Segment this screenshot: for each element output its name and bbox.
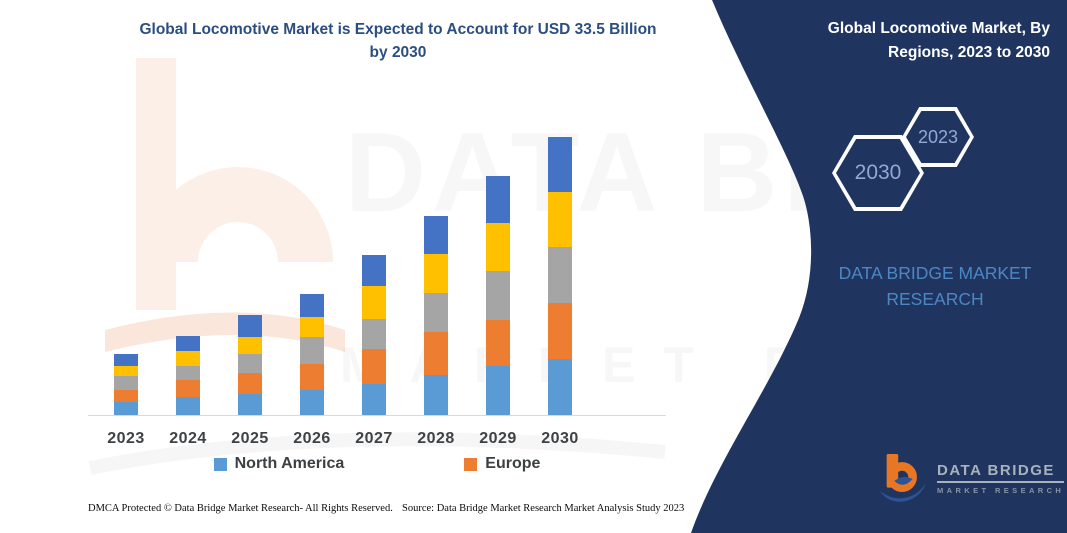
segment-north-america	[548, 358, 572, 415]
plot-area: 2023 2024 2025 2026 2027 2028 2029 2030	[88, 100, 666, 448]
hexagon-badge-2023-label: 2023	[906, 111, 970, 163]
x-axis-label-2029: 2029	[479, 430, 517, 447]
watermark-b-stem	[136, 58, 176, 310]
chart-title-line2: by 2030	[369, 44, 427, 62]
segment-north-america	[238, 394, 262, 415]
segment-unlabeled-gray-	[300, 337, 324, 365]
segment-unlabeled-gray-	[176, 366, 200, 381]
stacked-bar-2028	[424, 215, 448, 415]
x-axis-label-2023: 2023	[107, 430, 145, 447]
segment-unlabeled-yellow-	[424, 254, 448, 294]
legend-label: North America	[234, 455, 345, 472]
segment-unlabeled-dark-blue-	[114, 353, 138, 367]
bar-column-2023: 2023	[95, 100, 157, 448]
segment-unlabeled-yellow-	[362, 286, 386, 319]
x-axis-line	[88, 415, 666, 416]
stacked-bar-2030	[548, 137, 572, 415]
hexagon-badge-2030-label: 2030	[836, 139, 920, 207]
segment-unlabeled-gray-	[424, 293, 448, 333]
x-axis-label-2025: 2025	[231, 430, 269, 447]
stacked-bar-2023	[114, 353, 138, 415]
watermark-b-bowl	[143, 167, 333, 262]
chart-legend: North America Europe	[88, 455, 666, 473]
segment-unlabeled-gray-	[238, 354, 262, 373]
segment-europe	[114, 390, 138, 402]
bar-column-2030: 2030	[529, 100, 591, 448]
stacked-bar-2025	[238, 314, 262, 415]
bar-column-2024: 2024	[157, 100, 219, 448]
segment-north-america	[362, 383, 386, 415]
segment-unlabeled-dark-blue-	[486, 175, 510, 224]
segment-unlabeled-gray-	[486, 270, 510, 320]
footer-source-text: Source: Data Bridge Market Research Mark…	[402, 503, 685, 514]
company-logo: DATA BRIDGE MARKET RESEARCH	[878, 452, 1065, 504]
segment-unlabeled-dark-blue-	[238, 314, 262, 338]
segment-north-america	[424, 375, 448, 415]
segment-unlabeled-dark-blue-	[548, 137, 572, 192]
segment-unlabeled-yellow-	[238, 337, 262, 355]
logo-wordmark: DATA BRIDGE MARKET RESEARCH	[937, 462, 1065, 495]
segment-unlabeled-dark-blue-	[424, 215, 448, 255]
segment-unlabeled-dark-blue-	[176, 336, 200, 352]
segment-north-america	[176, 396, 200, 415]
stacked-bar-2027	[362, 254, 386, 415]
logo-tagline: MARKET RESEARCH	[937, 485, 1065, 495]
brand-watermark-text: DATA BRIDGE MARKET RESEARCH	[838, 263, 1032, 310]
segment-unlabeled-gray-	[362, 318, 386, 349]
segment-unlabeled-yellow-	[300, 317, 324, 338]
segment-unlabeled-dark-blue-	[362, 254, 386, 287]
segment-unlabeled-gray-	[548, 246, 572, 304]
footer-dmca-text: DMCA Protected © Data Bridge Market Rese…	[88, 503, 393, 514]
segment-europe	[176, 380, 200, 397]
bar-column-2028: 2028	[405, 100, 467, 448]
legend-swatch	[213, 457, 227, 471]
stacked-bar-2024	[176, 336, 200, 415]
segment-north-america	[300, 390, 324, 415]
segment-europe	[238, 372, 262, 395]
segment-europe	[362, 348, 386, 384]
legend-label: Europe	[485, 455, 541, 472]
bar-column-2029: 2029	[467, 100, 529, 448]
segment-unlabeled-yellow-	[176, 351, 200, 367]
segment-north-america	[486, 366, 510, 415]
bar-column-2027: 2027	[343, 100, 405, 448]
x-axis-label-2024: 2024	[169, 430, 207, 447]
x-axis-label-2030: 2030	[541, 430, 579, 447]
segment-unlabeled-yellow-	[548, 191, 572, 247]
logo-name: DATA BRIDGE	[937, 462, 1065, 483]
chart-title: Global Locomotive Market is Expected to …	[78, 18, 718, 65]
segment-unlabeled-gray-	[114, 376, 138, 391]
bar-column-2025: 2025	[219, 100, 281, 448]
legend-item-europe: Europe	[464, 455, 540, 473]
stacked-bar-2029	[486, 175, 510, 415]
segment-unlabeled-dark-blue-	[300, 293, 324, 318]
segment-north-america	[114, 401, 138, 415]
segment-unlabeled-yellow-	[486, 223, 510, 271]
bar-chart: 2023 2024 2025 2026 2027 2028 2029 2030	[88, 100, 666, 448]
side-panel-title: Global Locomotive Market, By Regions, 20…	[827, 20, 1050, 62]
legend-swatch	[464, 457, 478, 471]
bar-column-2026: 2026	[281, 100, 343, 448]
watermark-swoosh	[105, 312, 345, 352]
segment-europe	[424, 332, 448, 376]
x-axis-label-2026: 2026	[293, 430, 331, 447]
segment-europe	[548, 303, 572, 359]
stacked-bar-2026	[300, 293, 324, 415]
x-axis-label-2027: 2027	[355, 430, 393, 447]
legend-item-north-america: North America	[213, 455, 345, 473]
segment-unlabeled-yellow-	[114, 366, 138, 377]
segment-europe	[300, 364, 324, 391]
segment-europe	[486, 319, 510, 366]
chart-title-line1: Global Locomotive Market is Expected to …	[139, 21, 657, 38]
x-axis-label-2028: 2028	[417, 430, 455, 447]
data-bridge-logo-icon	[879, 453, 927, 502]
